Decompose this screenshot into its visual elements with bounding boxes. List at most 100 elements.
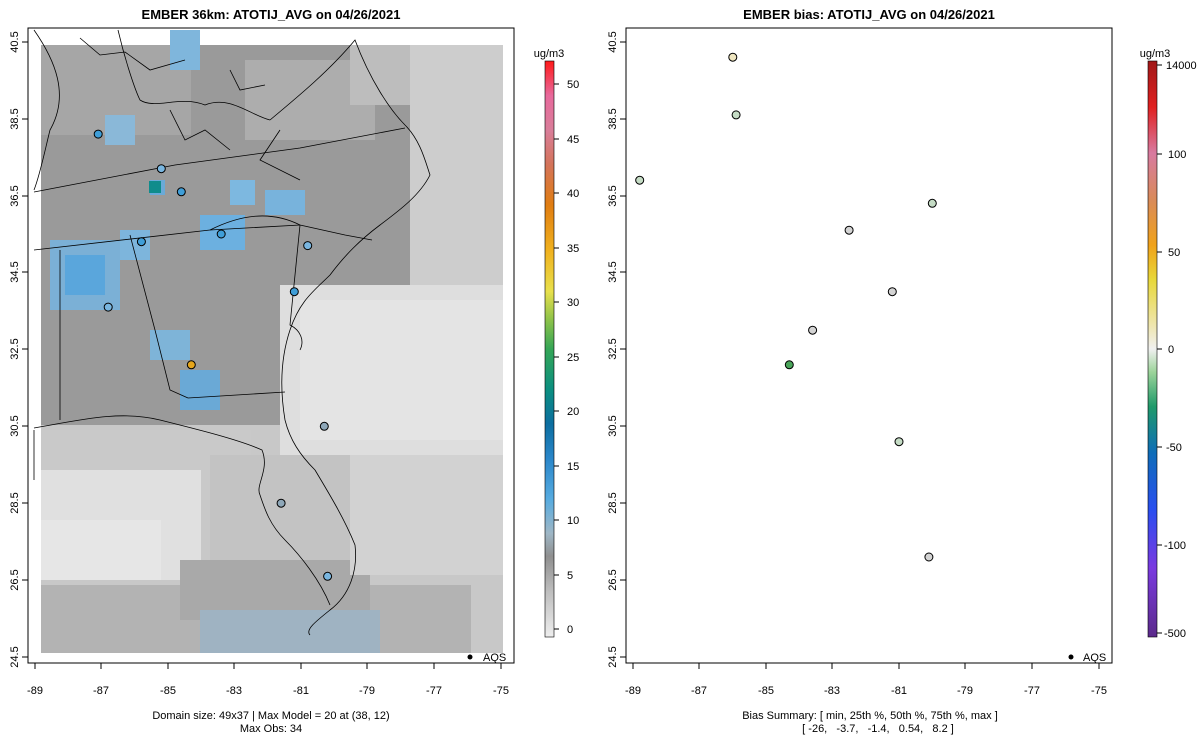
left-panel: EMBER 36km: ATOTIJ_AVG on 04/26/2021 [9,7,579,735]
left-legend-marker [467,654,473,660]
right-map-background [626,28,1112,663]
left-y-tick-label: 30.5 [9,415,21,436]
right-x-tick-label: -77 [1024,685,1040,697]
right-station-marker-2 [927,198,937,208]
right-station-marker-6 [924,552,934,562]
right-panel: EMBER bias: ATOTIJ_AVG on 04/26/2021 [607,7,1197,735]
right-x-tick-label: -85 [758,685,774,697]
left-y-tick-label: 34.5 [9,261,21,282]
left-y-axis: 40.5 38.5 36.5 34.5 32.5 30.5 28.5 26.5 … [9,31,29,668]
left-x-axis: -89 -87 -85 -83 -81 -79 -77 -75 [27,662,509,697]
left-colorbar-tick-label: 50 [567,79,579,91]
left-x-tick-label: -85 [160,685,176,697]
right-colorbar [1147,60,1158,638]
left-station-marker-1 [176,187,186,197]
left-colorbar [544,60,555,638]
left-legend-label: AQS [483,652,506,664]
right-colorbar-tick-label: -50 [1166,442,1182,454]
right-footer-summary-header: Bias Summary: [ min, 25th %, 50th %, 75t… [742,710,998,722]
left-x-tick-label: -81 [293,685,309,697]
right-y-tick-label: 36.5 [607,185,619,206]
left-y-tick-label: 26.5 [9,569,21,590]
right-x-tick-label: -89 [625,685,641,697]
left-y-tick-label: 24.5 [9,646,21,667]
left-station-marker-10 [276,498,286,508]
left-y-tick-label: 32.5 [9,338,21,359]
right-station-marker-3 [635,175,645,185]
right-station-marker-7 [808,325,818,335]
left-colorbar-tick-label: 0 [567,624,573,636]
left-x-tick-label: -75 [493,685,509,697]
left-station-marker-5 [156,164,166,174]
left-station-marker-6 [289,287,299,297]
left-station-marker-0 [186,360,196,370]
right-station-marker-5 [894,437,904,447]
left-station-markers [93,129,333,581]
left-colorbar-tick-label: 5 [567,570,573,582]
left-x-tick-label: -83 [226,685,242,697]
right-legend-marker [1068,654,1074,660]
right-y-tick-label: 30.5 [607,415,619,436]
left-footer-maxobs: Max Obs: 34 [240,723,302,735]
left-y-tick-label: 38.5 [9,108,21,129]
left-colorbar-tick-label: 40 [567,188,579,200]
right-station-marker-0 [784,360,794,370]
right-colorbar-tick-label: -100 [1164,540,1186,552]
right-colorbar-tick-label: 50 [1168,247,1180,259]
right-station-marker-9 [887,287,897,297]
right-y-axis: 40.5 38.5 36.5 34.5 32.5 30.5 28.5 26.5 … [607,31,627,668]
right-x-tick-label: -81 [891,685,907,697]
left-colorbar-tick-label: 30 [567,297,579,309]
right-legend-label: AQS [1083,652,1106,664]
right-y-tick-label: 40.5 [607,31,619,52]
right-colorbar-unit: ug/m3 [1140,48,1171,60]
right-y-tick-label: 34.5 [607,261,619,282]
right-footer-summary-values: [ -26, -3.7, -1.4, 0.54, 8.2 ] [802,723,954,735]
left-footer-domain: Domain size: 49x37 | Max Model = 20 at (… [152,710,389,722]
right-colorbar-tick-label: 14000 [1166,60,1197,72]
right-station-marker-1 [728,52,738,62]
left-colorbar-ticks: 0 5 10 15 20 25 30 35 40 45 50 [554,79,579,636]
left-station-marker-11 [323,571,333,581]
left-title: EMBER 36km: ATOTIJ_AVG on 04/26/2021 [142,7,401,22]
left-station-marker-3 [103,302,113,312]
right-x-tick-label: -79 [957,685,973,697]
left-x-tick-label: -79 [359,685,375,697]
left-station-marker-7 [216,229,226,239]
right-y-tick-label: 32.5 [607,338,619,359]
left-x-tick-label: -77 [426,685,442,697]
left-colorbar-tick-label: 15 [567,461,579,473]
right-x-axis: -89 -87 -85 -83 -81 -79 -77 -75 [625,662,1107,697]
left-y-tick-label: 28.5 [9,492,21,513]
left-station-marker-8 [303,241,313,251]
right-colorbar-tick-label: 100 [1168,149,1186,161]
right-y-tick-label: 24.5 [607,646,619,667]
right-title: EMBER bias: ATOTIJ_AVG on 04/26/2021 [743,7,995,22]
left-station-marker-9 [319,421,329,431]
right-station-marker-8 [844,225,854,235]
left-station-marker-4 [93,129,103,139]
left-x-tick-label: -89 [27,685,43,697]
left-y-tick-label: 36.5 [9,185,21,206]
right-station-marker-4 [731,110,741,120]
left-colorbar-tick-label: 10 [567,515,579,527]
right-y-tick-label: 28.5 [607,492,619,513]
left-y-tick-label: 40.5 [9,31,21,52]
right-x-tick-label: -75 [1091,685,1107,697]
right-station-markers [635,52,937,562]
right-x-tick-label: -87 [691,685,707,697]
left-station-marker-2 [136,237,146,247]
left-colorbar-tick-label: 20 [567,406,579,418]
right-y-tick-label: 26.5 [607,569,619,590]
right-colorbar-ticks: 14000 100 50 0 -50 -100 -500 [1157,60,1197,640]
left-map-outlines [33,29,431,636]
right-colorbar-tick-label: -500 [1164,628,1186,640]
right-y-tick-label: 38.5 [607,108,619,129]
left-colorbar-unit: ug/m3 [534,48,565,60]
left-colorbar-tick-label: 35 [567,243,579,255]
right-x-tick-label: -83 [824,685,840,697]
left-colorbar-tick-label: 25 [567,352,579,364]
left-map-field [28,28,514,663]
left-colorbar-tick-label: 45 [567,134,579,146]
